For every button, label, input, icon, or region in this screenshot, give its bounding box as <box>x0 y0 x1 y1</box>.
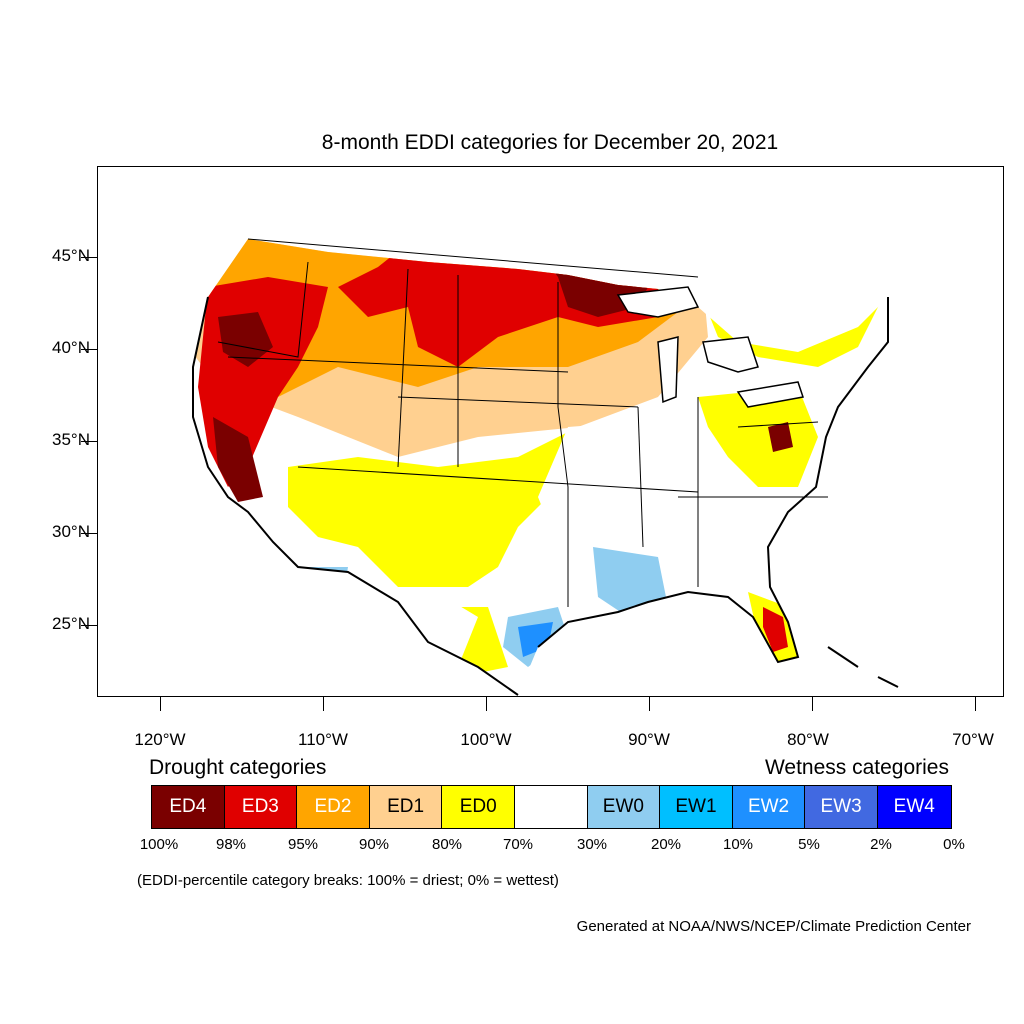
legend-cell-ed3: ED3 <box>224 786 298 828</box>
lat-tick <box>81 441 97 442</box>
break-label: 30% <box>576 836 608 853</box>
legend-cell-normal <box>514 786 588 828</box>
lat-tick <box>81 349 97 350</box>
break-label: 80% <box>431 836 463 853</box>
lon-tick <box>486 697 487 711</box>
lon-tick <box>160 697 161 711</box>
legend-cell-ew4: EW4 <box>877 786 951 828</box>
category-break-note: (EDDI-percentile category breaks: 100% =… <box>137 872 559 889</box>
break-label: 98% <box>215 836 247 853</box>
map-canvas <box>192 238 899 696</box>
lat-label-35: 35°N <box>52 430 90 449</box>
lat-label-25: 25°N <box>52 614 90 633</box>
break-label: 90% <box>358 836 390 853</box>
lon-label-110: 110°W <box>298 730 348 749</box>
legend-cell-ed0: ED0 <box>442 786 515 828</box>
lon-tick <box>975 697 976 711</box>
legend-cell-ed1: ED1 <box>369 786 443 828</box>
category-legend-bar: ED4 ED3 ED2 ED1 ED0 EW0 EW1 EW2 EW3 EW4 <box>151 785 952 829</box>
legend-cell-ew1: EW1 <box>660 786 733 828</box>
lon-tick <box>812 697 813 711</box>
drought-categories-title: Drought categories <box>149 756 327 779</box>
lat-tick <box>81 257 97 258</box>
coastlines <box>192 296 899 696</box>
lon-label-70: 70°W <box>952 730 994 749</box>
lat-label-30: 30°N <box>52 522 90 541</box>
break-label: 100% <box>139 836 179 853</box>
great-lakes <box>616 286 804 408</box>
legend-cell-ed2: ED2 <box>297 786 370 828</box>
map-title: 8-month EDDI categories for December 20,… <box>321 131 779 154</box>
break-label: 2% <box>870 836 892 853</box>
legend-cell-ew3: EW3 <box>805 786 878 828</box>
break-label: 5% <box>798 836 820 853</box>
lon-tick <box>649 697 650 711</box>
wetness-categories-title: Wetness categories <box>764 756 949 779</box>
legend-cell-ew2: EW2 <box>732 786 806 828</box>
break-label: 70% <box>502 836 534 853</box>
lon-label-90: 90°W <box>628 730 670 749</box>
category-shading <box>193 239 888 695</box>
legend-cell-ew0: EW0 <box>587 786 661 828</box>
credit-line: Generated at NOAA/NWS/NCEP/Climate Predi… <box>576 918 971 935</box>
lat-label-40: 40°N <box>52 338 90 357</box>
break-label: 20% <box>650 836 682 853</box>
lat-tick <box>81 625 97 626</box>
lon-label-120: 120°W <box>134 730 186 749</box>
break-label: 95% <box>287 836 319 853</box>
break-label: 10% <box>722 836 754 853</box>
legend-cell-ed4: ED4 <box>152 786 225 828</box>
lat-tick <box>81 533 97 534</box>
eddi-map <box>97 166 1004 697</box>
lat-label-45: 45°N <box>52 246 90 265</box>
lon-label-100: 100°W <box>460 730 512 749</box>
state-borders <box>217 238 828 607</box>
lon-label-80: 80°W <box>787 730 829 749</box>
lon-tick <box>323 697 324 711</box>
break-label: 0% <box>943 836 965 853</box>
latitude-labels: 45°N 40°N 35°N 30°N 25°N <box>0 0 90 1024</box>
